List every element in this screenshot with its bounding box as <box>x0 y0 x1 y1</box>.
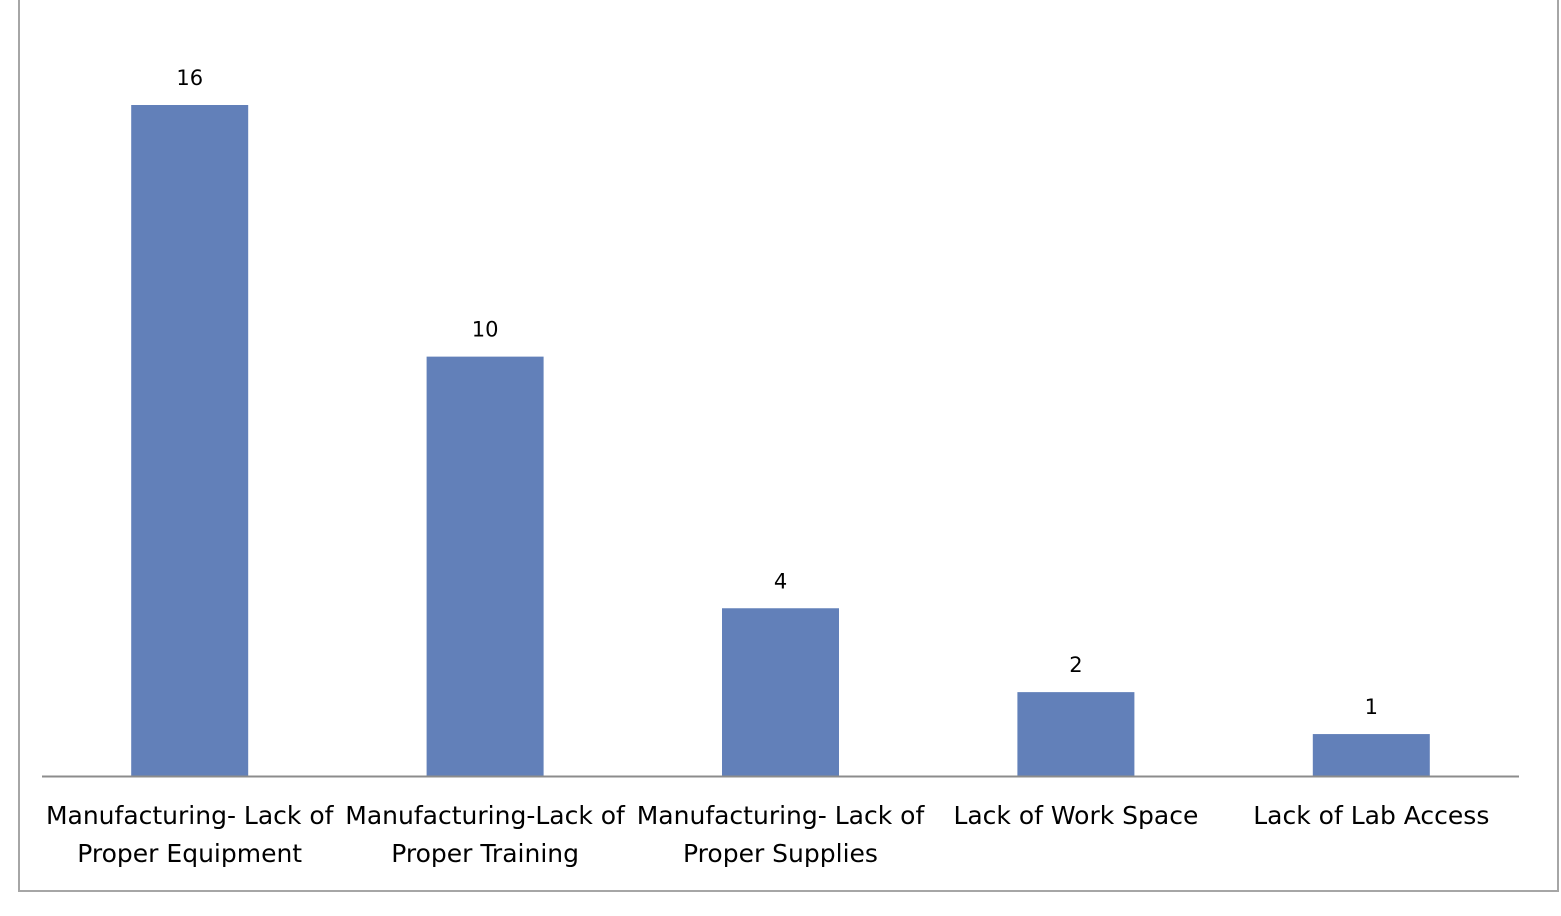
data-label-5: 1 <box>1365 695 1378 719</box>
category-label-line: Proper Equipment <box>77 839 302 868</box>
category-label-line: Proper Supplies <box>683 839 878 868</box>
bars-group <box>131 105 1430 776</box>
category-label-1: Manufacturing- Lack of Proper Equipment <box>46 801 335 868</box>
bar-3 <box>722 608 839 776</box>
data-label-1: 16 <box>176 66 203 90</box>
bar-4 <box>1017 692 1135 776</box>
bar-2 <box>426 356 544 776</box>
category-label-line: Proper Training <box>391 839 579 868</box>
category-label-3: Manufacturing- Lack of Proper Supplies <box>637 801 926 868</box>
category-label-5: Lack of Lab Access <box>1253 801 1489 830</box>
category-label-line: Lack of Lab Access <box>1253 801 1489 830</box>
data-label-2: 10 <box>472 318 499 342</box>
category-label-line: Manufacturing- Lack of <box>46 801 335 830</box>
category-label-line: Manufacturing- Lack of <box>637 801 926 830</box>
category-label-2: Manufacturing-Lack of Proper Training <box>345 801 626 868</box>
category-labels-group: Manufacturing- Lack of Proper EquipmentMa… <box>46 801 1489 868</box>
data-label-3: 4 <box>774 569 787 593</box>
category-label-line: Lack of Work Space <box>953 801 1198 830</box>
bar-1 <box>131 105 249 776</box>
category-label-line: Manufacturing-Lack of <box>345 801 626 830</box>
data-labels-group: 16 10 4 2 1 <box>176 66 1378 719</box>
category-label-4: Lack of Work Space <box>953 801 1198 830</box>
bar-5 <box>1312 734 1430 776</box>
data-label-4: 2 <box>1069 653 1082 677</box>
